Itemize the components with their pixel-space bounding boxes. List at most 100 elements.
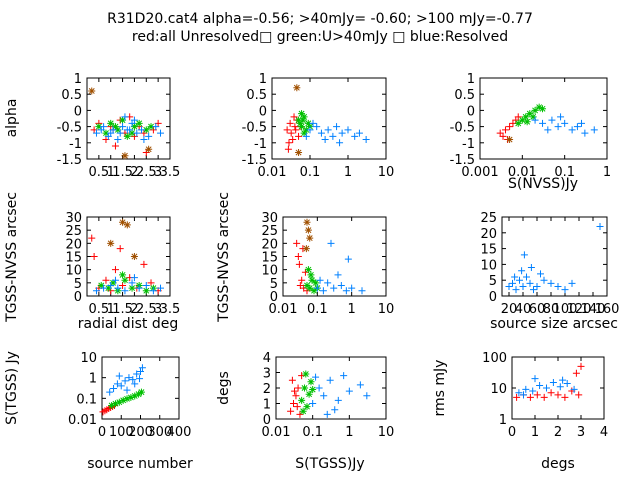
plus-data-point	[578, 119, 586, 127]
plus-data-point	[294, 384, 302, 392]
plus-data-point	[333, 123, 341, 131]
star-data-point	[301, 384, 309, 392]
plus-data-point	[324, 279, 332, 287]
x-tick-label: 120	[567, 302, 592, 317]
y-tick-label: -1.5	[450, 153, 475, 168]
y-tick-label: 1	[89, 372, 97, 387]
x-tick-label: 1	[107, 165, 115, 180]
plot-frame	[501, 216, 608, 297]
star-data-point	[293, 84, 301, 92]
plus-data-point	[342, 287, 350, 295]
plus-data-point	[323, 410, 331, 418]
star-data-point	[135, 390, 143, 398]
star-data-point	[102, 129, 110, 137]
star-data-point	[128, 284, 136, 292]
star-data-point	[304, 119, 312, 127]
plus-data-point	[142, 281, 150, 289]
y-tick-label: 0.5	[454, 88, 475, 103]
plus-data-point	[283, 126, 291, 134]
star-data-point	[298, 110, 306, 118]
plus-data-point	[547, 279, 555, 287]
plus-data-point	[344, 126, 352, 134]
x-tick-label: 40	[515, 302, 532, 317]
star-data-point	[107, 119, 115, 127]
plus-data-point	[334, 396, 342, 404]
y-tick-label: -0.5	[242, 121, 267, 136]
star-data-point	[302, 126, 310, 134]
x-tick-label: 10	[378, 425, 395, 440]
plus-data-point	[554, 123, 562, 131]
plus-data-point	[556, 383, 564, 391]
x-axis-label: S(TGSS)Jy	[295, 456, 364, 472]
y-tick-label: -0.5	[450, 121, 475, 136]
plus-data-point	[315, 384, 323, 392]
y-tick-label: 0.5	[61, 88, 82, 103]
plus-data-point	[130, 116, 138, 124]
x-tick-label: 0.5	[89, 302, 110, 317]
plot-frame	[86, 77, 171, 160]
x-tick-label: 0.001	[461, 165, 498, 180]
plus-data-point	[363, 392, 371, 400]
x-tick-label: 60	[529, 302, 546, 317]
y-tick-label: 15	[65, 251, 82, 266]
plus-data-point	[568, 279, 576, 287]
plus-data-point	[302, 132, 310, 140]
star-data-point	[299, 116, 307, 124]
plus-data-point	[128, 279, 136, 287]
star-data-point	[305, 390, 313, 398]
star-data-point	[310, 287, 318, 295]
plus-data-point	[117, 382, 125, 390]
star-data-point	[303, 403, 311, 411]
x-tick-label: 200	[128, 425, 153, 440]
star-data-point	[111, 123, 119, 131]
plus-data-point	[312, 373, 320, 381]
plus-data-point	[290, 113, 298, 121]
plus-data-point	[496, 129, 504, 137]
plus-data-point	[527, 264, 535, 272]
plus-data-point	[499, 132, 507, 140]
y-tick-label: 0	[259, 104, 267, 119]
x-tick-label: 400	[167, 425, 192, 440]
plus-data-point	[133, 129, 141, 137]
plus-data-point	[596, 222, 604, 230]
plus-data-point	[130, 274, 138, 282]
plus-data-point	[561, 286, 569, 294]
plus-data-point	[512, 286, 520, 294]
y-axis-label: TGSS-NVSS arcsec	[216, 192, 232, 323]
plus-data-point	[548, 116, 556, 124]
plus-data-point	[321, 136, 329, 144]
plus-data-point	[581, 129, 589, 137]
x-tick-label: 100	[109, 425, 134, 440]
x-tick-label: 1.5	[112, 165, 133, 180]
y-tick-label: 15	[261, 251, 278, 266]
star-data-point	[300, 129, 308, 137]
plus-data-point	[286, 119, 294, 127]
star-data-point	[304, 226, 312, 234]
plus-data-point	[519, 283, 527, 291]
y-tick-label: 0	[263, 413, 271, 428]
y-tick-label: 20	[480, 227, 497, 242]
star-data-point	[307, 378, 315, 386]
y-tick-label: 10	[480, 258, 497, 273]
star-data-point	[97, 281, 105, 289]
x-tick-label: 0.01	[508, 165, 537, 180]
plus-data-point	[90, 253, 98, 260]
plus-data-point	[110, 384, 118, 392]
plus-data-point	[136, 375, 144, 383]
plus-data-point	[145, 132, 153, 140]
star-data-point	[115, 398, 123, 406]
plus-data-point	[544, 126, 552, 134]
star-data-point	[135, 119, 143, 127]
star-data-point	[119, 396, 127, 404]
plus-data-point	[140, 136, 148, 144]
plus-data-point	[561, 393, 569, 401]
plus-data-point	[554, 283, 562, 291]
y-tick-label: 10	[80, 351, 97, 366]
plus-data-point	[506, 123, 514, 131]
star-data-point	[130, 123, 138, 131]
star-data-point	[123, 132, 131, 140]
